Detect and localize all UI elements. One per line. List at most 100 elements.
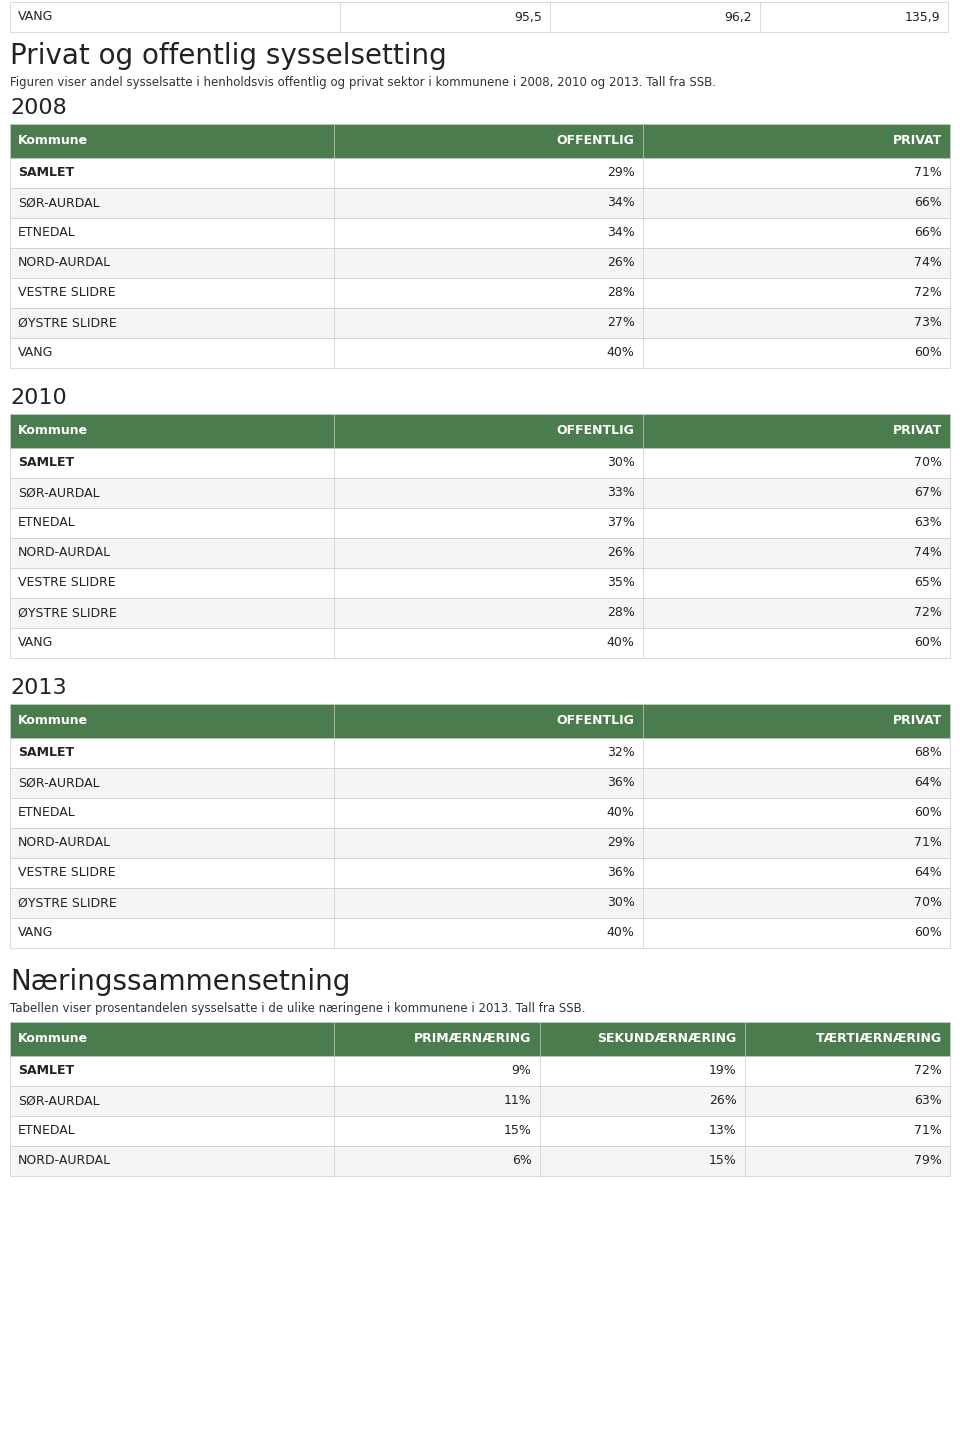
Text: 70%: 70%	[914, 897, 942, 910]
Bar	[10, 218, 950, 248]
Text: SAMLET: SAMLET	[18, 746, 74, 759]
Text: 66%: 66%	[914, 197, 942, 210]
Bar	[10, 738, 950, 768]
Bar	[10, 768, 950, 798]
Text: VESTRE SLIDRE: VESTRE SLIDRE	[18, 287, 115, 300]
Text: SØR-AURDAL: SØR-AURDAL	[18, 1095, 100, 1108]
Bar	[10, 629, 950, 659]
Text: 95,5: 95,5	[515, 10, 542, 23]
Text: ETNEDAL: ETNEDAL	[18, 227, 76, 240]
Text: 64%: 64%	[914, 776, 942, 789]
Text: 15%: 15%	[504, 1125, 532, 1138]
Bar	[10, 123, 950, 158]
Text: 71%: 71%	[914, 166, 942, 179]
Bar	[10, 828, 950, 858]
Text: Kommune: Kommune	[18, 425, 88, 438]
Text: 72%: 72%	[914, 1065, 942, 1078]
Text: 73%: 73%	[914, 317, 942, 330]
Text: 26%: 26%	[709, 1095, 736, 1108]
Text: 34%: 34%	[607, 227, 635, 240]
Text: 40%: 40%	[607, 346, 635, 360]
Text: 2010: 2010	[10, 387, 67, 408]
Text: 40%: 40%	[607, 927, 635, 940]
Text: 19%: 19%	[709, 1065, 736, 1078]
Text: 26%: 26%	[607, 547, 635, 560]
Text: NORD-AURDAL: NORD-AURDAL	[18, 837, 111, 850]
Text: 15%: 15%	[708, 1155, 736, 1168]
Bar	[10, 538, 950, 568]
Text: 11%: 11%	[504, 1095, 532, 1108]
Text: NORD-AURDAL: NORD-AURDAL	[18, 547, 111, 560]
Bar	[10, 1116, 950, 1147]
Text: 36%: 36%	[607, 867, 635, 880]
Text: 6%: 6%	[512, 1155, 532, 1168]
Text: 34%: 34%	[607, 197, 635, 210]
Text: 30%: 30%	[607, 456, 635, 469]
Text: 9%: 9%	[512, 1065, 532, 1078]
Text: SAMLET: SAMLET	[18, 456, 74, 469]
Bar	[10, 508, 950, 538]
Bar	[10, 158, 950, 188]
Text: 29%: 29%	[607, 837, 635, 850]
Text: Næringssammensetning: Næringssammensetning	[10, 969, 350, 996]
Text: 27%: 27%	[607, 317, 635, 330]
Text: TÆRTIÆRNÆRING: TÆRTIÆRNÆRING	[816, 1033, 942, 1046]
Bar	[10, 188, 950, 218]
Text: 32%: 32%	[607, 746, 635, 759]
Bar	[10, 278, 950, 309]
Bar	[10, 918, 950, 949]
Text: 40%: 40%	[607, 637, 635, 650]
Text: 66%: 66%	[914, 227, 942, 240]
Text: 68%: 68%	[914, 746, 942, 759]
Text: 74%: 74%	[914, 257, 942, 270]
Text: NORD-AURDAL: NORD-AURDAL	[18, 257, 111, 270]
Bar	[10, 1147, 950, 1177]
Text: Kommune: Kommune	[18, 715, 88, 728]
Text: PRIVAT: PRIVAT	[893, 425, 942, 438]
Text: Figuren viser andel sysselsatte i henholdsvis offentlig og privat sektor i kommu: Figuren viser andel sysselsatte i henhol…	[10, 76, 716, 89]
Text: 63%: 63%	[914, 1095, 942, 1108]
Bar	[10, 1022, 950, 1056]
Bar	[10, 888, 950, 918]
Text: 60%: 60%	[914, 346, 942, 360]
Text: 2013: 2013	[10, 677, 66, 697]
Text: 28%: 28%	[607, 607, 635, 620]
Text: 2008: 2008	[10, 98, 67, 118]
Text: ØYSTRE SLIDRE: ØYSTRE SLIDRE	[18, 317, 117, 330]
Text: 135,9: 135,9	[904, 10, 940, 23]
Text: 63%: 63%	[914, 517, 942, 530]
Text: SEKUNDÆRNÆRING: SEKUNDÆRNÆRING	[597, 1033, 736, 1046]
Text: 67%: 67%	[914, 486, 942, 499]
Bar	[10, 448, 950, 478]
Text: 60%: 60%	[914, 637, 942, 650]
Text: 37%: 37%	[607, 517, 635, 530]
Text: PRIMÆRNÆRING: PRIMÆRNÆRING	[414, 1033, 532, 1046]
Text: 40%: 40%	[607, 806, 635, 819]
Bar	[10, 798, 950, 828]
Text: 71%: 71%	[914, 837, 942, 850]
Text: SØR-AURDAL: SØR-AURDAL	[18, 486, 100, 499]
Text: 33%: 33%	[607, 486, 635, 499]
Text: VANG: VANG	[18, 10, 54, 23]
Bar	[10, 478, 950, 508]
Bar	[10, 705, 950, 738]
Text: 28%: 28%	[607, 287, 635, 300]
Text: 60%: 60%	[914, 806, 942, 819]
Text: 36%: 36%	[607, 776, 635, 789]
Text: ETNEDAL: ETNEDAL	[18, 517, 76, 530]
Text: 96,2: 96,2	[725, 10, 752, 23]
Text: 13%: 13%	[709, 1125, 736, 1138]
Text: 60%: 60%	[914, 927, 942, 940]
Text: 65%: 65%	[914, 577, 942, 590]
Text: 72%: 72%	[914, 287, 942, 300]
Bar	[10, 339, 950, 367]
Text: NORD-AURDAL: NORD-AURDAL	[18, 1155, 111, 1168]
Text: VANG: VANG	[18, 927, 54, 940]
Text: 64%: 64%	[914, 867, 942, 880]
Text: 30%: 30%	[607, 897, 635, 910]
Text: VANG: VANG	[18, 637, 54, 650]
Text: SAMLET: SAMLET	[18, 1065, 74, 1078]
Text: ETNEDAL: ETNEDAL	[18, 1125, 76, 1138]
Text: 74%: 74%	[914, 547, 942, 560]
Text: Kommune: Kommune	[18, 1033, 88, 1046]
